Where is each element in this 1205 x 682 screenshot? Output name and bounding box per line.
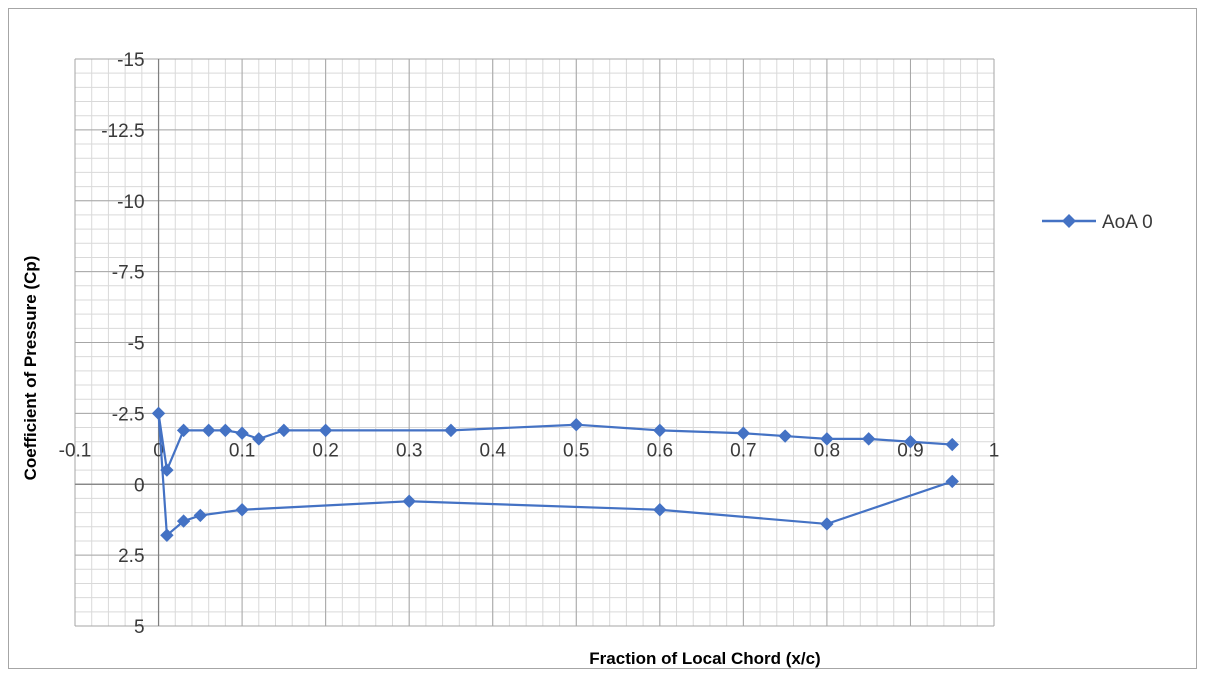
- data-point: [235, 426, 249, 440]
- legend: AoA 0: [1042, 212, 1153, 233]
- y-tick-label: -7.5: [112, 263, 145, 284]
- data-point: [653, 503, 667, 517]
- y-tick-label: -5: [128, 334, 145, 355]
- data-point: [176, 514, 191, 528]
- y-tick-label: -10: [117, 192, 144, 213]
- data-point: [653, 423, 667, 438]
- data-point: [160, 463, 174, 477]
- grid-lines: [74, 58, 995, 627]
- y-tick-label: -2.5: [112, 404, 145, 425]
- data-point: [402, 494, 416, 508]
- x-axis-title: Fraction of Local Chord (x/c): [589, 649, 820, 668]
- data-point: [778, 429, 792, 443]
- data-point: [444, 423, 458, 438]
- y-tick-label: 5: [134, 617, 145, 638]
- data-point: [151, 406, 166, 421]
- x-tick-label: 0.6: [647, 440, 673, 461]
- y-tick-label: -15: [117, 50, 144, 71]
- data-point: [218, 423, 233, 438]
- data-point: [861, 432, 876, 446]
- x-tick-label: 0.9: [897, 440, 923, 461]
- x-tick-label: -0.1: [59, 440, 92, 461]
- data-point: [736, 426, 751, 440]
- x-tick-label: 0.7: [730, 440, 756, 461]
- y-axis-title: Coefficient of Pressure (Cp): [21, 256, 40, 481]
- x-tick-label: 0.5: [563, 440, 589, 461]
- x-tick-label: 0.2: [312, 440, 338, 461]
- y-tick-label: 2.5: [118, 546, 144, 567]
- data-point: [193, 508, 208, 523]
- series-group: [151, 406, 959, 542]
- data-point: [569, 418, 583, 432]
- data-point: [277, 423, 291, 438]
- data-point: [318, 423, 333, 438]
- y-tick-label: 0: [134, 475, 145, 496]
- data-point: [820, 517, 834, 531]
- data-point: [903, 435, 918, 449]
- legend-marker: [1062, 214, 1076, 228]
- x-tick-label: 1: [989, 440, 1000, 461]
- data-point: [160, 528, 174, 542]
- x-tick-label: 0: [153, 440, 164, 461]
- x-tick-label: 0.1: [229, 440, 255, 461]
- data-point: [235, 503, 249, 517]
- data-point: [820, 432, 834, 446]
- x-tick-label: 0.8: [814, 440, 840, 461]
- series-aoa-0: [151, 406, 959, 542]
- data-point: [176, 423, 191, 438]
- data-point: [945, 474, 959, 489]
- data-point: [201, 423, 216, 438]
- y-tick-label: -12.5: [101, 121, 144, 142]
- series-line: [157, 413, 953, 538]
- chart-frame: [8, 8, 1197, 669]
- x-tick-label: 0.3: [396, 440, 422, 461]
- axes: [75, 59, 994, 626]
- data-point: [945, 437, 959, 452]
- tick-labels: -0.1 0 0.1 0.2 0.3 0.4 0.5 0.6 0.7 0.8 0.9 1 -15 -12.…: [59, 50, 1000, 638]
- x-tick-label: 0.4: [480, 440, 507, 461]
- data-point: [252, 432, 266, 446]
- legend-label: AoA 0: [1102, 212, 1153, 233]
